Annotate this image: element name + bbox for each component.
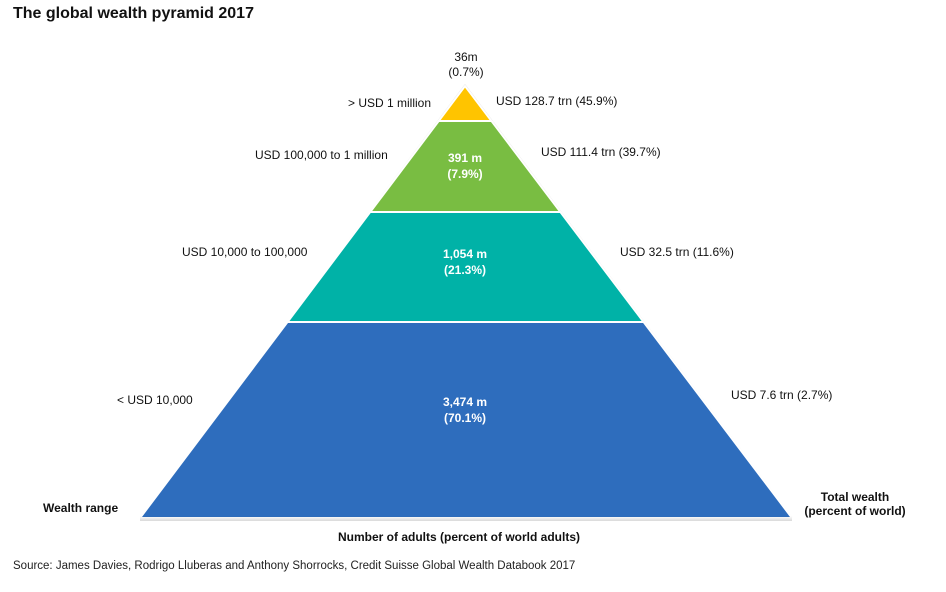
adults-label-tier-3: 391 m (7.9%) [405, 150, 525, 182]
range-label-tier-4: > USD 1 million [348, 96, 432, 110]
chart-title: The global wealth pyramid 2017 [13, 5, 254, 22]
pyramid-tier-4 [436, 84, 494, 122]
source-note: Source: James Davies, Rodrigo Lluberas a… [13, 560, 576, 572]
adults-value-tier-2: 1,054 m [442, 247, 488, 261]
left-axis-label: Wealth range [43, 501, 119, 515]
adults-value-tier-3: 391 m [447, 151, 483, 165]
wealth-label-tier-1: USD 7.6 trn (2.7%) [731, 388, 833, 402]
range-label-tier-1: < USD 10,000 [117, 393, 193, 407]
adults-pct-tier-1: (70.1%) [443, 411, 487, 425]
tier-shapes [137, 84, 795, 519]
wealth-label-tier-4: USD 128.7 trn (45.9%) [496, 94, 618, 108]
range-label-tier-2: USD 10,000 to 100,000 [182, 245, 308, 259]
adults-pct-tier-3: (7.9%) [447, 167, 483, 181]
adults-label-tier-1: 3,474 m (70.1%) [405, 394, 525, 426]
pyramid-base-shadow [140, 516, 792, 521]
right-axis-label-line1: Total wealth [820, 490, 890, 504]
wealth-label-tier-2: USD 32.5 trn (11.6%) [620, 245, 734, 259]
adults-value-tier-1: 3,474 m [442, 395, 488, 409]
top-adults-pct: (0.7%) [448, 65, 484, 79]
range-label-tier-3: USD 100,000 to 1 million [255, 148, 388, 162]
right-axis-label-line2: (percent of world) [804, 504, 906, 518]
top-adults-value: 36m [454, 50, 478, 64]
adults-label-tier-2: 1,054 m (21.3%) [405, 246, 525, 278]
bottom-axis-label: Number of adults (percent of world adult… [338, 530, 581, 544]
adults-pct-tier-2: (21.3%) [443, 263, 487, 277]
right-axis-label: Total wealth (percent of world) [800, 490, 910, 518]
wealth-label-tier-3: USD 111.4 trn (39.7%) [541, 145, 661, 159]
